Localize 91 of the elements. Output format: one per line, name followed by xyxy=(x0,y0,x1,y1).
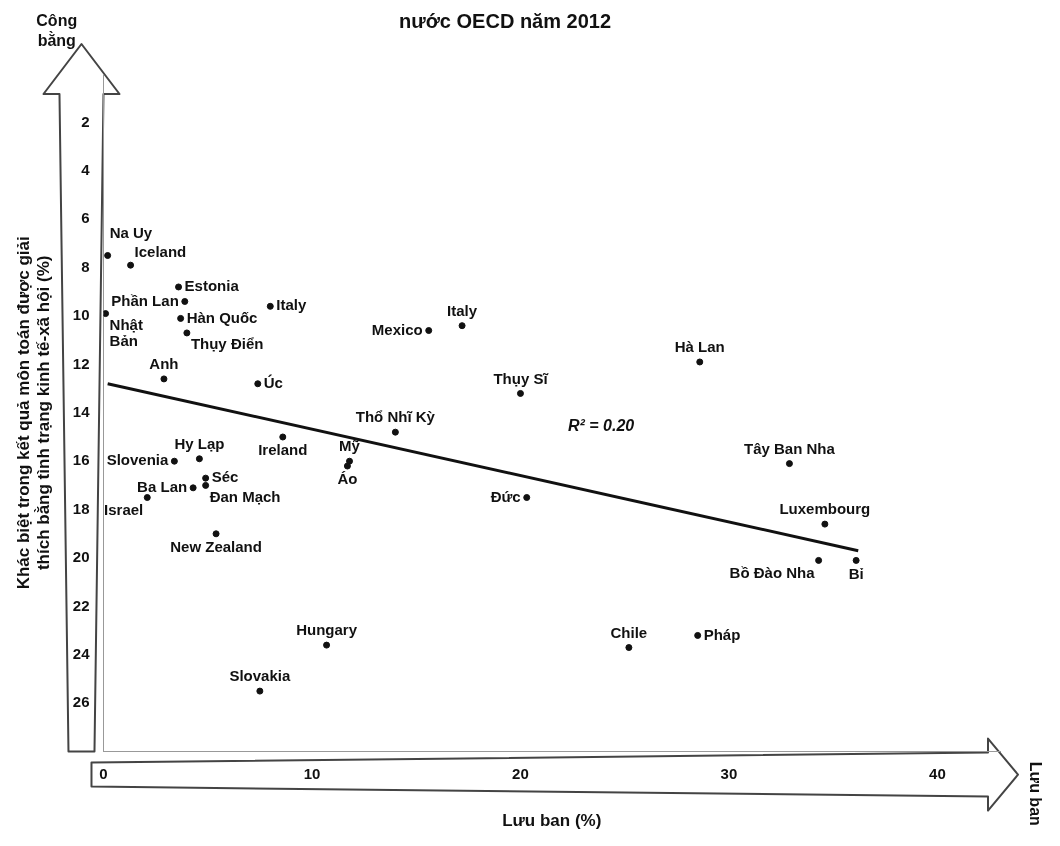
annotation: Estonia xyxy=(184,277,240,295)
annotation: Séc xyxy=(211,468,239,486)
annotation: Thụy Điển xyxy=(190,335,264,353)
text: Công bằng xyxy=(36,12,78,50)
y-tick-label: 4 xyxy=(81,160,91,178)
annotation: Mexico xyxy=(371,320,423,338)
annotation: Áo xyxy=(337,470,358,488)
point xyxy=(785,460,793,468)
point xyxy=(143,494,151,501)
point xyxy=(256,687,264,695)
annotation: Iceland xyxy=(134,243,187,261)
annotation: Chile xyxy=(610,623,648,641)
point xyxy=(696,358,704,366)
point xyxy=(104,252,112,259)
point xyxy=(852,556,860,564)
point xyxy=(425,327,433,335)
y-tick-label: 20 xyxy=(72,548,90,566)
point xyxy=(821,520,829,528)
point xyxy=(279,433,287,441)
x-tick-label: 10 xyxy=(303,764,321,782)
annotation: Đan Mạch xyxy=(209,487,281,505)
annotation: Nhật Bản xyxy=(109,315,143,349)
annotation: Úc xyxy=(263,373,283,391)
point xyxy=(212,530,220,538)
point xyxy=(202,481,210,489)
annotation: Bồ Đào Nha xyxy=(729,563,816,581)
point xyxy=(175,283,183,291)
annotation: Hà Lan xyxy=(674,338,725,356)
annotation: New Zealand xyxy=(170,537,262,555)
annotation: Hy Lạp xyxy=(174,434,225,452)
annotation: Italy xyxy=(276,296,307,314)
point xyxy=(391,428,399,436)
y-tick-label: 12 xyxy=(72,354,90,372)
point xyxy=(625,644,633,652)
annotation: Luxembourg xyxy=(779,500,871,518)
annotation: Đức xyxy=(490,487,521,505)
point xyxy=(183,329,191,337)
y-tick-label: 10 xyxy=(72,306,90,324)
y-axis-title: Khác biệt trong kết quả môn toán được giải thích bằng tình trạng kinh tế-xã hội (%) xyxy=(13,236,54,590)
point xyxy=(523,494,531,501)
annotation: Thổ Nhĩ Kỳ xyxy=(355,408,436,426)
annotation: Hungary xyxy=(296,621,358,639)
point xyxy=(181,297,189,305)
point xyxy=(103,310,110,318)
y-tick-label: 22 xyxy=(72,596,90,614)
y-tick-label: 8 xyxy=(81,257,90,275)
point xyxy=(189,484,197,492)
point xyxy=(815,556,823,564)
point xyxy=(177,314,185,322)
annotation: Anh xyxy=(149,355,179,373)
annotation: Na Uy xyxy=(109,223,153,241)
annotation: Slovenia xyxy=(106,451,170,469)
point xyxy=(170,457,178,465)
annotation: Italy xyxy=(447,301,478,319)
point xyxy=(266,302,274,310)
annotation: Hàn Quốc xyxy=(186,308,258,326)
annotation: Mỹ xyxy=(339,437,361,455)
x-tick-label: 20 xyxy=(512,764,529,782)
y-tick-label: 16 xyxy=(72,451,90,469)
y-tick-label: 6 xyxy=(81,209,90,227)
chart-title: nước OECD năm 2012 xyxy=(398,9,612,32)
point xyxy=(202,474,210,482)
point xyxy=(694,631,702,639)
annotation: Tây Ban Nha xyxy=(743,439,836,457)
y-tick-label: 2 xyxy=(81,112,90,130)
x-tick-label: 0 xyxy=(99,764,108,782)
annotation: Pháp xyxy=(703,625,741,643)
point xyxy=(323,641,331,649)
y-tick-label: 18 xyxy=(72,499,90,517)
text: Lưu ban xyxy=(1026,761,1044,826)
x-tick-label: 30 xyxy=(720,764,738,782)
annotation: Thụy Sĩ xyxy=(493,369,549,387)
y-tick-label: 24 xyxy=(72,644,91,662)
annotation: Ireland xyxy=(258,441,308,459)
point xyxy=(160,375,168,383)
annotation: Slovakia xyxy=(229,667,291,685)
annotation: Israel xyxy=(104,500,144,518)
annotation: Ba Lan xyxy=(137,477,188,495)
point xyxy=(458,322,466,330)
point xyxy=(127,261,135,269)
point xyxy=(254,380,262,388)
annotation: R² = 0.20 xyxy=(567,416,635,434)
annotation: Phần Lan xyxy=(111,291,179,309)
y-tick-label: 26 xyxy=(72,693,90,711)
point xyxy=(195,455,203,463)
x-tick-label: 40 xyxy=(929,764,946,782)
annotation: Bỉ xyxy=(848,564,864,582)
y-tick-label: 14 xyxy=(72,402,91,420)
point xyxy=(516,389,524,397)
x-axis-title: Lưu ban (%) xyxy=(502,811,602,831)
point xyxy=(343,462,351,470)
